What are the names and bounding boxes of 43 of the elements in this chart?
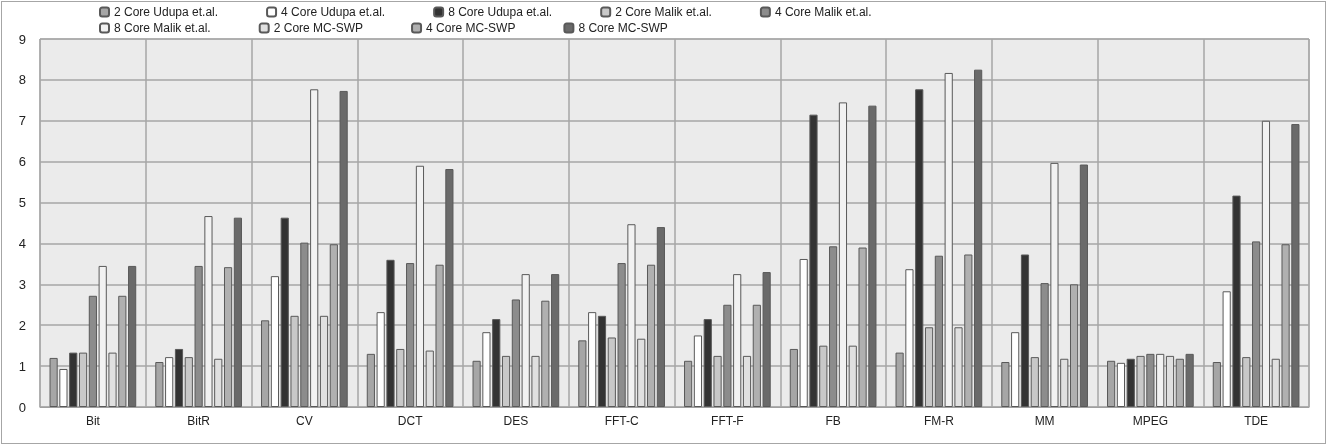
y-tick-label: 6 [18, 154, 26, 170]
x-tick-label: FM-R [923, 414, 955, 428]
bar [233, 217, 242, 407]
bar [174, 348, 184, 407]
y-tick-label: 4 [18, 235, 26, 251]
x-tick-label: DCT [397, 414, 424, 428]
x-tick-label: MM [1034, 414, 1055, 428]
y-tick-label: 3 [18, 276, 26, 292]
bar [597, 315, 607, 407]
bar [693, 335, 703, 407]
legend-label: 4 Core Udupa et.al. [281, 5, 386, 19]
x-tick-label: Bit [85, 414, 101, 428]
y-tick-label: 7 [18, 113, 26, 129]
legend-label: 8 Core Malik et.al. [114, 21, 211, 35]
legend-label: 4 Core Malik et.al. [774, 5, 872, 19]
bar [656, 227, 665, 407]
bar [1079, 164, 1088, 407]
legend-label: 2 Core Udupa et.al. [114, 5, 219, 19]
y-tick-label: 9 [18, 31, 26, 47]
bar [270, 276, 280, 407]
x-tick-label: FFT-F [711, 414, 744, 428]
x-tick-label: CV [296, 414, 313, 428]
x-tick-label: BitR [187, 414, 211, 428]
bar [924, 327, 934, 407]
bar [1116, 362, 1126, 407]
y-tick-label: 1 [18, 358, 26, 374]
legend-label: 8 Core Udupa et.al. [448, 5, 553, 19]
legend-label: 4 Core MC-SWP [426, 21, 516, 35]
y-tick-label: 5 [18, 195, 26, 211]
x-tick-label: TDE [1244, 414, 1269, 428]
legend-label: 2 Core Malik et.al. [615, 5, 712, 19]
bar [1020, 254, 1030, 407]
y-tick-label: 0 [18, 399, 26, 415]
x-tick-label: FB [825, 414, 841, 428]
y-tick-label: 2 [18, 317, 26, 333]
x-tick-label: DES [503, 414, 529, 428]
y-tick-label: 8 [18, 72, 26, 88]
x-tick-label: FFT-C [604, 414, 639, 428]
x-tick-label: MPEG [1132, 414, 1169, 428]
bar [78, 352, 88, 407]
legend-label: 2 Core MC-SWP [273, 21, 364, 35]
legend-label: 8 Core MC-SWP [578, 21, 668, 35]
bar [501, 355, 511, 407]
